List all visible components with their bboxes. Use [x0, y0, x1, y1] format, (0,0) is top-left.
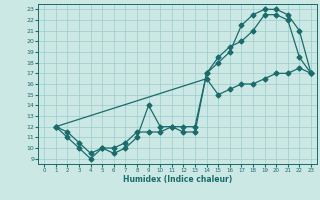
X-axis label: Humidex (Indice chaleur): Humidex (Indice chaleur) [123, 175, 232, 184]
